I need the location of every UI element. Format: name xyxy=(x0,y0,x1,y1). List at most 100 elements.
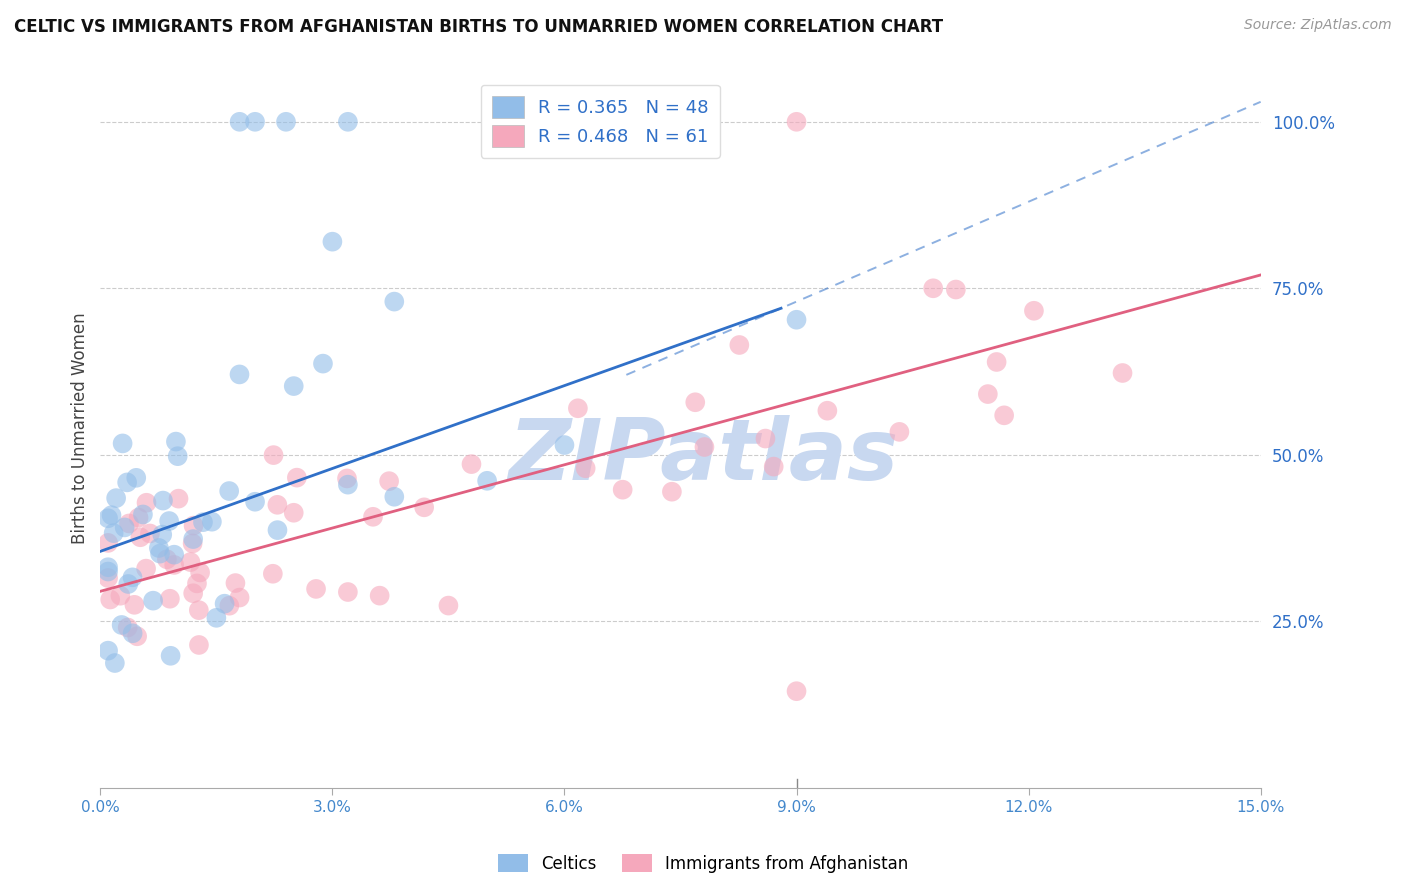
Point xyxy=(922,281,945,295)
Point xyxy=(97,560,120,574)
Point xyxy=(149,547,172,561)
Point xyxy=(312,357,335,371)
Point xyxy=(98,592,121,607)
Point xyxy=(163,558,186,572)
Point xyxy=(243,115,266,129)
Text: Source: ZipAtlas.com: Source: ZipAtlas.com xyxy=(1244,18,1392,32)
Point xyxy=(262,566,284,581)
Point xyxy=(413,500,436,515)
Point xyxy=(228,591,250,605)
Point xyxy=(186,576,208,591)
Point xyxy=(97,565,120,579)
Point xyxy=(243,494,266,508)
Point xyxy=(129,530,152,544)
Point xyxy=(218,599,240,613)
Point xyxy=(139,526,162,541)
Point xyxy=(728,338,751,352)
Point xyxy=(993,409,1015,423)
Point xyxy=(945,283,967,297)
Point xyxy=(693,440,716,454)
Point xyxy=(368,589,391,603)
Point xyxy=(274,115,297,129)
Point xyxy=(103,526,125,541)
Point xyxy=(437,599,460,613)
Point xyxy=(159,648,181,663)
Point xyxy=(165,434,187,449)
Point xyxy=(97,511,120,525)
Point xyxy=(305,582,328,596)
Point xyxy=(118,516,141,531)
Point xyxy=(378,474,401,488)
Point xyxy=(336,585,359,599)
Point xyxy=(201,515,224,529)
Point xyxy=(553,438,575,452)
Point xyxy=(159,591,181,606)
Point xyxy=(97,571,120,585)
Text: CELTIC VS IMMIGRANTS FROM AFGHANISTAN BIRTHS TO UNMARRIED WOMEN CORRELATION CHAR: CELTIC VS IMMIGRANTS FROM AFGHANISTAN BI… xyxy=(14,18,943,36)
Point xyxy=(181,532,204,546)
Point xyxy=(285,470,308,484)
Point xyxy=(1022,303,1045,318)
Point xyxy=(148,541,170,555)
Point xyxy=(986,355,1008,369)
Point xyxy=(117,620,139,634)
Point xyxy=(121,570,143,584)
Point xyxy=(187,603,209,617)
Point xyxy=(163,548,186,562)
Point xyxy=(115,475,138,490)
Point xyxy=(110,589,132,603)
Point xyxy=(156,552,179,566)
Point xyxy=(105,491,128,505)
Point xyxy=(121,626,143,640)
Point xyxy=(128,510,150,524)
Point xyxy=(786,115,808,129)
Point xyxy=(382,490,405,504)
Point xyxy=(321,235,343,249)
Point xyxy=(754,432,776,446)
Point xyxy=(612,483,634,497)
Point xyxy=(228,115,250,129)
Point xyxy=(181,586,204,600)
Point xyxy=(460,457,482,471)
Point xyxy=(661,484,683,499)
Point xyxy=(575,461,598,475)
Point xyxy=(382,294,405,309)
Point xyxy=(336,471,359,485)
Point xyxy=(181,536,204,550)
Point xyxy=(97,643,120,657)
Point xyxy=(117,577,139,591)
Point xyxy=(100,508,122,523)
Point xyxy=(104,656,127,670)
Point xyxy=(977,387,1000,401)
Point xyxy=(218,483,240,498)
Point xyxy=(152,493,174,508)
Point xyxy=(283,379,305,393)
Point xyxy=(125,471,148,485)
Point xyxy=(135,561,157,575)
Point xyxy=(188,566,211,580)
Text: ZIPatlas: ZIPatlas xyxy=(509,416,898,499)
Legend: Celtics, Immigrants from Afghanistan: Celtics, Immigrants from Afghanistan xyxy=(491,847,915,880)
Legend: R = 0.365   N = 48, R = 0.468   N = 61: R = 0.365 N = 48, R = 0.468 N = 61 xyxy=(481,85,720,158)
Point xyxy=(214,597,236,611)
Point xyxy=(361,509,384,524)
Point xyxy=(567,401,589,416)
Point xyxy=(336,115,359,129)
Point xyxy=(786,312,808,326)
Point xyxy=(142,593,165,607)
Point xyxy=(97,536,120,550)
Point xyxy=(191,515,214,529)
Point xyxy=(475,474,498,488)
Y-axis label: Births to Unmarried Women: Births to Unmarried Women xyxy=(72,312,89,544)
Point xyxy=(815,403,838,417)
Point xyxy=(283,506,305,520)
Point xyxy=(336,477,359,491)
Point xyxy=(124,598,146,612)
Point xyxy=(132,508,155,522)
Point xyxy=(266,523,288,537)
Point xyxy=(263,448,285,462)
Point xyxy=(135,496,157,510)
Point xyxy=(179,555,201,569)
Point xyxy=(683,395,706,409)
Point xyxy=(166,449,188,463)
